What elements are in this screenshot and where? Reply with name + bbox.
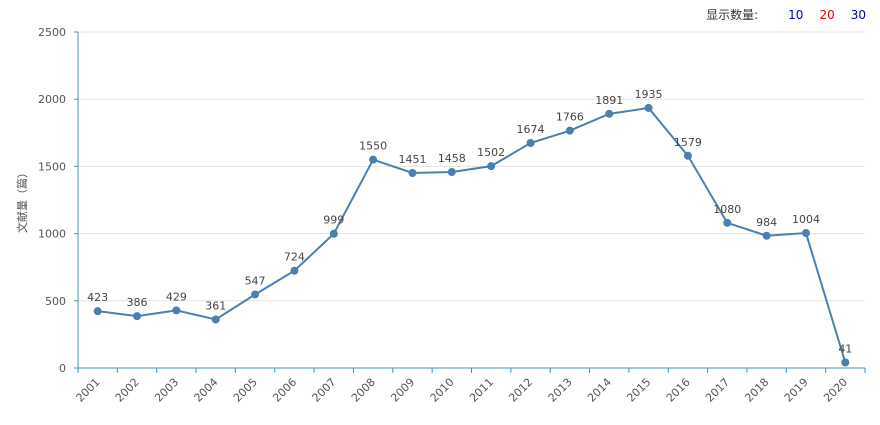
x-tick-label: 2008 xyxy=(349,376,378,405)
data-point xyxy=(369,155,378,164)
x-tick-label: 2014 xyxy=(585,376,614,405)
data-label: 1502 xyxy=(477,146,505,159)
data-point xyxy=(801,229,810,238)
x-tick-label: 2017 xyxy=(703,376,732,405)
x-tick-label: 2004 xyxy=(192,376,221,405)
data-label: 1891 xyxy=(595,94,623,107)
data-point xyxy=(644,103,653,112)
x-tick-label: 2011 xyxy=(467,376,496,405)
data-point xyxy=(526,139,535,148)
data-label: 999 xyxy=(323,214,344,227)
x-tick-label: 2002 xyxy=(113,376,142,405)
data-label: 547 xyxy=(245,274,266,287)
data-label: 984 xyxy=(756,216,777,229)
x-tick-label: 2020 xyxy=(821,376,850,405)
data-label: 1935 xyxy=(635,88,663,101)
x-tick-label: 2001 xyxy=(74,376,103,405)
data-point xyxy=(211,315,220,324)
x-tick-label: 2006 xyxy=(270,376,299,405)
x-tick-label: 2009 xyxy=(388,376,417,405)
x-tick-label: 2018 xyxy=(742,376,771,405)
data-label: 1451 xyxy=(398,153,426,166)
x-tick-label: 2010 xyxy=(428,376,457,405)
data-point xyxy=(329,229,338,238)
data-label: 1766 xyxy=(556,111,584,124)
data-point xyxy=(565,126,574,135)
data-point xyxy=(408,168,417,177)
data-point xyxy=(133,312,142,321)
y-tick-label: 0 xyxy=(59,362,66,375)
x-tick-label: 2003 xyxy=(152,376,181,405)
data-label: 423 xyxy=(87,291,108,304)
y-tick-label: 1000 xyxy=(38,228,66,241)
data-point xyxy=(447,168,456,177)
data-label: 1080 xyxy=(713,203,741,216)
data-label: 1550 xyxy=(359,140,387,153)
x-tick-label: 2007 xyxy=(310,376,339,405)
display-count-label: 显示数量: xyxy=(706,8,759,22)
y-tick-label: 1500 xyxy=(38,160,66,173)
data-point xyxy=(93,307,102,316)
data-point xyxy=(251,290,260,299)
y-tick-label: 2500 xyxy=(38,26,66,39)
data-label: 361 xyxy=(205,299,226,312)
data-label: 1458 xyxy=(438,152,466,165)
display-count-option-10[interactable]: 10 xyxy=(788,7,804,22)
data-label: 1579 xyxy=(674,136,702,149)
x-tick-label: 2019 xyxy=(782,376,811,405)
data-label: 724 xyxy=(284,251,305,264)
x-tick-label: 2013 xyxy=(546,376,575,405)
x-tick-label: 2005 xyxy=(231,376,260,405)
data-point xyxy=(487,162,496,171)
data-point xyxy=(762,231,771,240)
y-axis-label: 文献量（篇） xyxy=(15,167,29,233)
data-point xyxy=(723,218,732,227)
data-point xyxy=(172,306,181,315)
data-label: 1674 xyxy=(517,123,545,136)
x-tick-label: 2015 xyxy=(624,376,653,405)
data-point xyxy=(605,109,614,118)
data-label: 1004 xyxy=(792,213,820,226)
x-tick-label: 2012 xyxy=(506,376,535,405)
data-label: 41 xyxy=(838,342,852,355)
x-tick-label: 2016 xyxy=(664,376,693,405)
data-point xyxy=(841,358,850,367)
display-count-option-20[interactable]: 20 xyxy=(819,7,835,22)
display-count-option-30[interactable]: 30 xyxy=(850,7,866,22)
display-count-bar: 显示数量: 10 20 30 xyxy=(706,6,866,23)
series-line xyxy=(97,106,847,363)
data-point xyxy=(290,266,299,275)
data-point xyxy=(683,151,692,160)
y-tick-label: 500 xyxy=(45,295,66,308)
y-tick-label: 2000 xyxy=(38,93,66,106)
data-label: 386 xyxy=(127,296,148,309)
data-label: 429 xyxy=(166,290,187,303)
